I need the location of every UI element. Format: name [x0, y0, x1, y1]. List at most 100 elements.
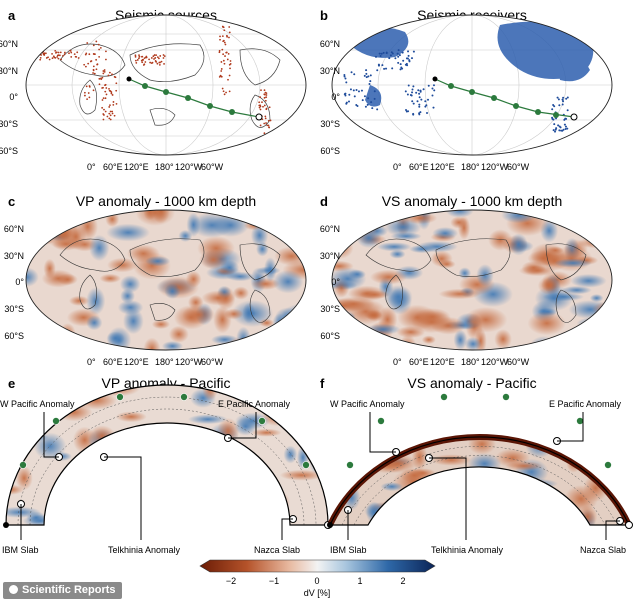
anomaly-blob: [119, 275, 141, 293]
texture-dot: [366, 103, 369, 106]
lon-label: 120°E: [430, 357, 455, 367]
anomaly-blob: [102, 505, 120, 522]
texture-dot: [224, 43, 227, 46]
texture-dot: [135, 61, 138, 64]
anomaly-blob: [510, 484, 547, 495]
texture-dot: [115, 102, 118, 105]
texture-dot: [552, 103, 555, 106]
texture-dot: [105, 93, 108, 96]
texture-dot: [98, 48, 101, 51]
texture-dot: [105, 58, 107, 61]
texture-dot: [77, 57, 80, 59]
texture-dot: [144, 56, 147, 59]
texture-dot: [553, 123, 556, 126]
lat-label: 60°N: [320, 224, 340, 234]
texture-dot: [261, 101, 263, 104]
anomaly-blob: [421, 479, 466, 492]
lon-label: 60°W: [507, 357, 530, 367]
anomaly-blob: [529, 491, 569, 518]
anomaly-blob: [26, 210, 59, 225]
anomaly-blob: [488, 229, 513, 251]
texture-dot: [108, 112, 111, 115]
lon-label: 120°W: [175, 162, 203, 172]
cross-section-vp: W Pacific Anomaly E Pacific Anomaly IBM …: [0, 384, 332, 555]
anomaly-blob: [458, 267, 472, 280]
lon-label: 0°: [393, 357, 402, 367]
texture-dot: [108, 106, 111, 108]
anomaly-blob: [187, 518, 217, 525]
journal-logo-icon: [9, 585, 18, 594]
texture-dot: [52, 55, 55, 58]
texture-dot: [564, 125, 567, 128]
texture-dot: [103, 70, 106, 73]
lat-label: 0°: [15, 277, 24, 287]
texture-dot: [364, 105, 367, 108]
texture-dot: [162, 57, 165, 59]
texture-dot: [222, 26, 225, 29]
anomaly-blob: [164, 283, 181, 299]
anomaly-blob: [182, 305, 216, 325]
anomaly-blob: [596, 315, 612, 337]
credit-badge: Scientific Reports: [3, 582, 122, 599]
anomaly-blob: [389, 249, 406, 259]
texture-dot: [156, 56, 159, 58]
texture-dot: [109, 114, 112, 117]
texture-dot: [95, 40, 98, 43]
texture-dot: [96, 63, 99, 66]
texture-dot: [557, 98, 560, 101]
anomaly-blob: [578, 449, 598, 458]
anomaly-blob: [152, 210, 170, 224]
texture-dot: [404, 63, 407, 66]
texture-dot: [62, 55, 64, 57]
texture-dot: [407, 54, 410, 57]
texture-dot: [98, 83, 101, 86]
texture-dot: [228, 74, 231, 77]
texture-dot: [162, 54, 165, 56]
texture-dot: [397, 49, 400, 52]
texture-dot: [355, 89, 358, 92]
anomaly-blob: [599, 232, 612, 250]
anomaly-blob: [409, 244, 435, 254]
lon-label: 120°E: [124, 162, 149, 172]
anomaly-blob: [187, 294, 204, 310]
texture-dot: [412, 102, 415, 105]
anomaly-blob: [412, 484, 430, 495]
texture-dot: [259, 108, 262, 111]
anomaly-blob: [168, 325, 189, 343]
texture-dot: [229, 67, 231, 70]
texture-dot: [259, 96, 261, 98]
anomaly-blob: [527, 311, 566, 336]
anomaly-blob: [396, 325, 426, 339]
texture-dot: [108, 87, 110, 90]
texture-dot: [391, 67, 394, 70]
texture-dot: [367, 75, 370, 78]
texture-dot: [432, 84, 435, 87]
anomaly-blob: [188, 414, 228, 425]
anomaly-blob: [363, 310, 382, 320]
texture-dot: [70, 56, 73, 58]
texture-dot: [344, 77, 347, 80]
anomaly-blob: [143, 210, 157, 221]
panel-e-letter: e: [8, 376, 15, 391]
texture-dot: [109, 118, 112, 121]
colorbar: −2 −1 0 1 2 dV [%]: [199, 559, 436, 598]
texture-dot: [88, 96, 91, 99]
anomaly-blob: [233, 475, 258, 487]
texture-dot: [102, 118, 105, 121]
texture-dot: [353, 95, 356, 98]
texture-dot: [84, 65, 87, 68]
texture-dot: [226, 35, 229, 38]
anomaly-blob: [278, 225, 301, 238]
texture-dot: [88, 85, 91, 87]
anomaly-blob: [438, 259, 456, 269]
texture-dot: [258, 106, 261, 109]
lon-label: 180°: [155, 162, 174, 172]
texture-dot: [109, 71, 111, 74]
texture-dot: [86, 42, 89, 44]
texture-dot: [102, 72, 105, 75]
anomaly-blob: [227, 336, 259, 350]
texture-dot: [144, 61, 147, 63]
texture-dot: [266, 124, 269, 127]
texture-dot: [263, 89, 266, 92]
label-e-pacific: E Pacific Anomaly: [549, 399, 622, 409]
